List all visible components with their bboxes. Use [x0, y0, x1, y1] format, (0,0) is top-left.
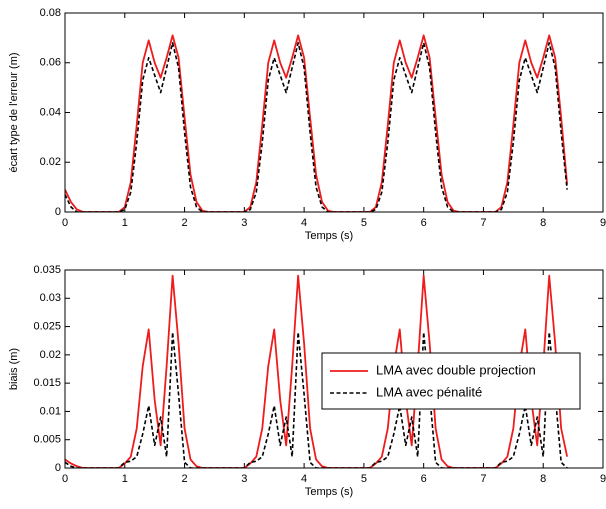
- y-axis-label: biais (m): [8, 348, 20, 390]
- x-tick-label: 2: [181, 473, 187, 485]
- x-axis-label: Temps (s): [305, 230, 353, 242]
- y-tick-label: 0.005: [33, 434, 61, 446]
- plot-area: [65, 13, 603, 212]
- x-tick-label: 4: [301, 217, 307, 229]
- y-tick-label: 0.02: [40, 156, 61, 168]
- x-tick-label: 8: [540, 217, 546, 229]
- y-tick-label: 0.02: [40, 349, 61, 361]
- x-tick-label: 8: [540, 473, 546, 485]
- y-tick-label: 0.015: [33, 377, 61, 389]
- x-tick-label: 0: [62, 217, 68, 229]
- x-tick-label: 0: [62, 473, 68, 485]
- y-tick-label: 0.03: [40, 292, 61, 304]
- legend-label: LMA avec pénalité: [376, 384, 482, 399]
- x-tick-label: 7: [480, 473, 486, 485]
- series-line: [65, 34, 569, 212]
- x-tick-label: 5: [361, 217, 367, 229]
- legend-label: LMA avec double projection: [376, 362, 536, 377]
- y-tick-label: 0.08: [40, 7, 61, 19]
- x-tick-label: 6: [421, 473, 427, 485]
- y-tick-label: 0.025: [33, 320, 61, 332]
- x-tick-label: 6: [421, 217, 427, 229]
- x-tick-label: 3: [241, 217, 247, 229]
- series-group: [65, 34, 569, 212]
- x-tick-label: 4: [301, 473, 307, 485]
- x-tick-label: 2: [181, 217, 187, 229]
- y-tick-label: 0: [55, 462, 61, 474]
- axes-box: [64, 12, 604, 213]
- x-tick-label: 9: [600, 473, 606, 485]
- series-line: [65, 42, 568, 212]
- x-tick-label: 1: [122, 473, 128, 485]
- x-tick-label: 9: [600, 217, 606, 229]
- axes-box: [64, 269, 604, 469]
- y-tick-label: 0.01: [40, 405, 61, 417]
- y-tick-label: 0: [55, 206, 61, 218]
- series-group: [65, 274, 569, 468]
- y-axis-label: écart type de l'erreur (m): [8, 52, 20, 172]
- series-line: [65, 274, 569, 468]
- y-tick-label: 0.035: [33, 264, 61, 276]
- x-tick-label: 7: [480, 217, 486, 229]
- x-tick-label: 3: [241, 473, 247, 485]
- x-tick-label: 1: [122, 217, 128, 229]
- x-tick-label: 5: [361, 473, 367, 485]
- y-tick-label: 0.06: [40, 57, 61, 69]
- y-tick-label: 0.04: [40, 106, 61, 118]
- legend-box: [321, 352, 581, 410]
- x-axis-label: Temps (s): [305, 486, 353, 498]
